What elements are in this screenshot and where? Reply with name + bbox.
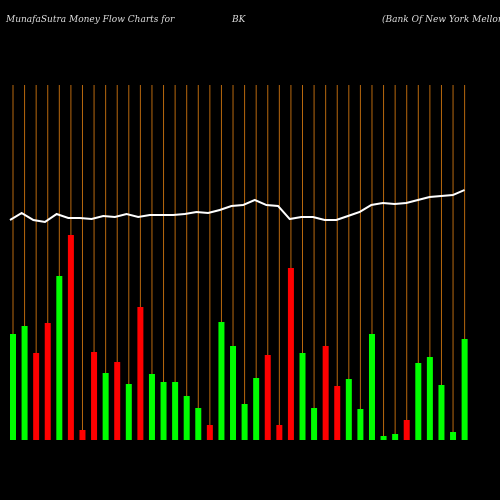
chart-title: MunafaSutra Money Flow Charts for <box>5 15 175 25</box>
bar <box>276 425 283 440</box>
bar <box>241 404 248 440</box>
chart-title: BK <box>231 15 247 25</box>
bar <box>183 396 190 440</box>
bar <box>287 268 294 440</box>
bar <box>345 379 352 440</box>
bar <box>415 363 422 440</box>
bar <box>380 436 387 440</box>
bar <box>357 409 364 440</box>
bar <box>67 235 74 440</box>
bar <box>299 353 306 440</box>
bar <box>253 378 260 440</box>
bar <box>160 382 167 440</box>
bar <box>172 382 179 440</box>
bar <box>426 357 433 440</box>
bar <box>218 322 225 440</box>
bar <box>392 434 399 440</box>
bar <box>44 323 51 440</box>
bar <box>21 326 28 440</box>
bar <box>102 373 109 440</box>
bar <box>230 346 237 440</box>
bar <box>264 355 271 440</box>
bar <box>137 307 144 440</box>
line <box>9 189 465 224</box>
bar <box>148 374 155 440</box>
bar <box>311 408 318 440</box>
chart-title: (Bank Of New York Mellon C <box>382 14 500 25</box>
bar <box>56 276 63 440</box>
bar <box>125 384 132 440</box>
bar <box>195 408 202 440</box>
bar <box>368 334 375 440</box>
bar <box>403 420 410 440</box>
bar <box>33 353 40 440</box>
bar <box>79 430 86 440</box>
bar <box>438 385 445 440</box>
bar <box>461 339 468 440</box>
bar <box>450 432 457 440</box>
bar <box>334 386 341 440</box>
bar <box>322 346 329 440</box>
bar <box>206 425 213 440</box>
bar <box>91 352 98 440</box>
bar <box>114 362 121 440</box>
bar <box>10 334 16 440</box>
